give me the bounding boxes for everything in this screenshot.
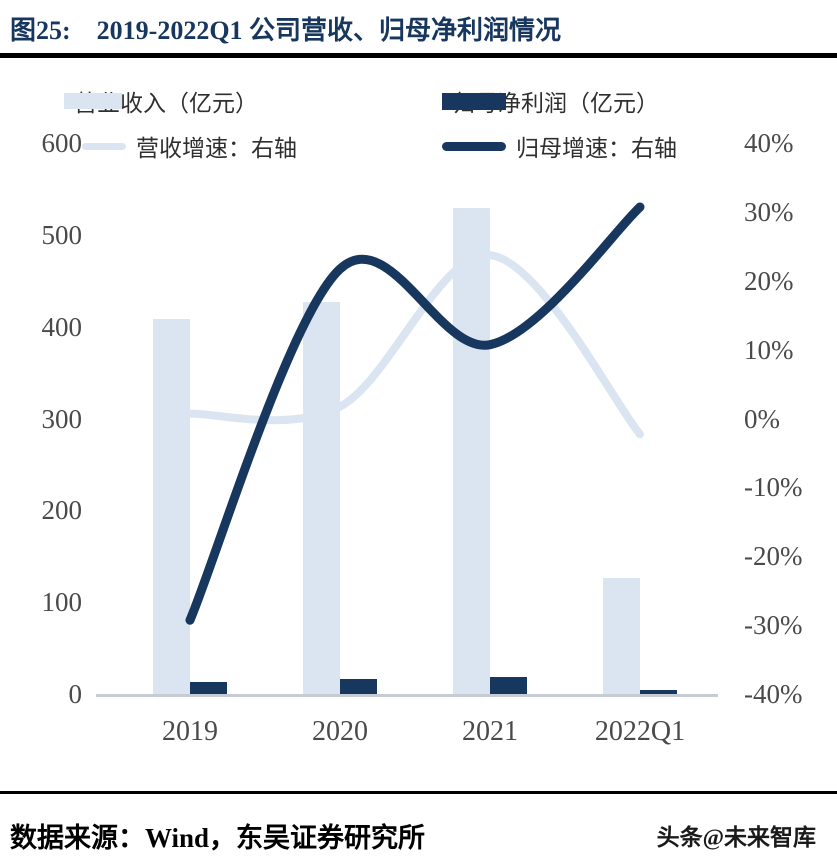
left-axis-tick: 300 — [41, 403, 83, 434]
legend-swatch-bar-2 — [442, 92, 506, 110]
figure-title-text: 2019-2022Q1 公司营收、归母净利润情况 — [96, 16, 562, 45]
right-axis-tick: 40% — [744, 128, 794, 158]
left-axis-tick: 400 — [41, 311, 83, 342]
footer-rule — [0, 791, 837, 794]
legend-swatch-line-3 — [82, 142, 126, 150]
left-axis-tick: 600 — [41, 128, 83, 158]
right-axis-tick: 20% — [744, 265, 794, 296]
bar-profit-2020 — [340, 679, 377, 696]
title-underline — [0, 53, 837, 58]
left-axis-tick: 0 — [68, 679, 83, 709]
revenue-growth-line — [186, 251, 644, 439]
figure-number: 图25: — [10, 16, 71, 45]
x-axis-label: 2021 — [462, 716, 518, 747]
right-axis-tick: -40% — [744, 679, 803, 709]
legend-item-3: 营收增速：右轴 — [82, 129, 297, 163]
left-axis-tick: 100 — [41, 587, 83, 618]
legend-item-1: 营业收入（亿元） — [64, 84, 258, 118]
x-axis-line — [96, 694, 718, 697]
bar-profit-2022Q1 — [640, 690, 677, 696]
right-axis-tick: -30% — [744, 610, 803, 641]
legend-swatch-bar-1 — [64, 93, 122, 109]
x-axis-label: 2019 — [162, 716, 218, 747]
right-axis-tick: -20% — [744, 541, 803, 572]
legend-label-4: 归母增速：右轴 — [516, 136, 677, 161]
legend-label-3: 营收增速：右轴 — [136, 136, 297, 161]
bar-revenue-2020 — [303, 302, 340, 696]
x-axis-label: 2022Q1 — [594, 716, 686, 747]
x-axis-label: 2020 — [312, 716, 368, 747]
right-axis-tick: -10% — [744, 472, 803, 503]
right-axis-tick: 10% — [744, 334, 794, 365]
left-axis-tick: 200 — [41, 495, 83, 526]
bar-revenue-2021 — [453, 208, 490, 696]
left-axis-tick: 500 — [41, 219, 83, 250]
legend-item-2: 归母净利润（亿元） — [442, 84, 659, 118]
right-axis-tick: 30% — [744, 196, 794, 227]
bar-profit-2019 — [190, 682, 227, 696]
figure-title: 图25: 2019-2022Q1 公司营收、归母净利润情况 — [10, 10, 561, 47]
legend-swatch-line-4 — [442, 141, 506, 151]
watermark: 头条@未来智库 — [656, 825, 816, 850]
right-axis-tick: 0% — [744, 403, 780, 434]
bar-revenue-2019 — [153, 318, 190, 696]
profit-growth-line — [185, 202, 645, 625]
data-source: 数据来源：Wind，东吴证券研究所 — [10, 823, 426, 853]
bar-profit-2021 — [490, 676, 527, 696]
legend-item-4: 归母增速：右轴 — [442, 129, 677, 163]
bar-revenue-2022Q1 — [603, 577, 640, 696]
